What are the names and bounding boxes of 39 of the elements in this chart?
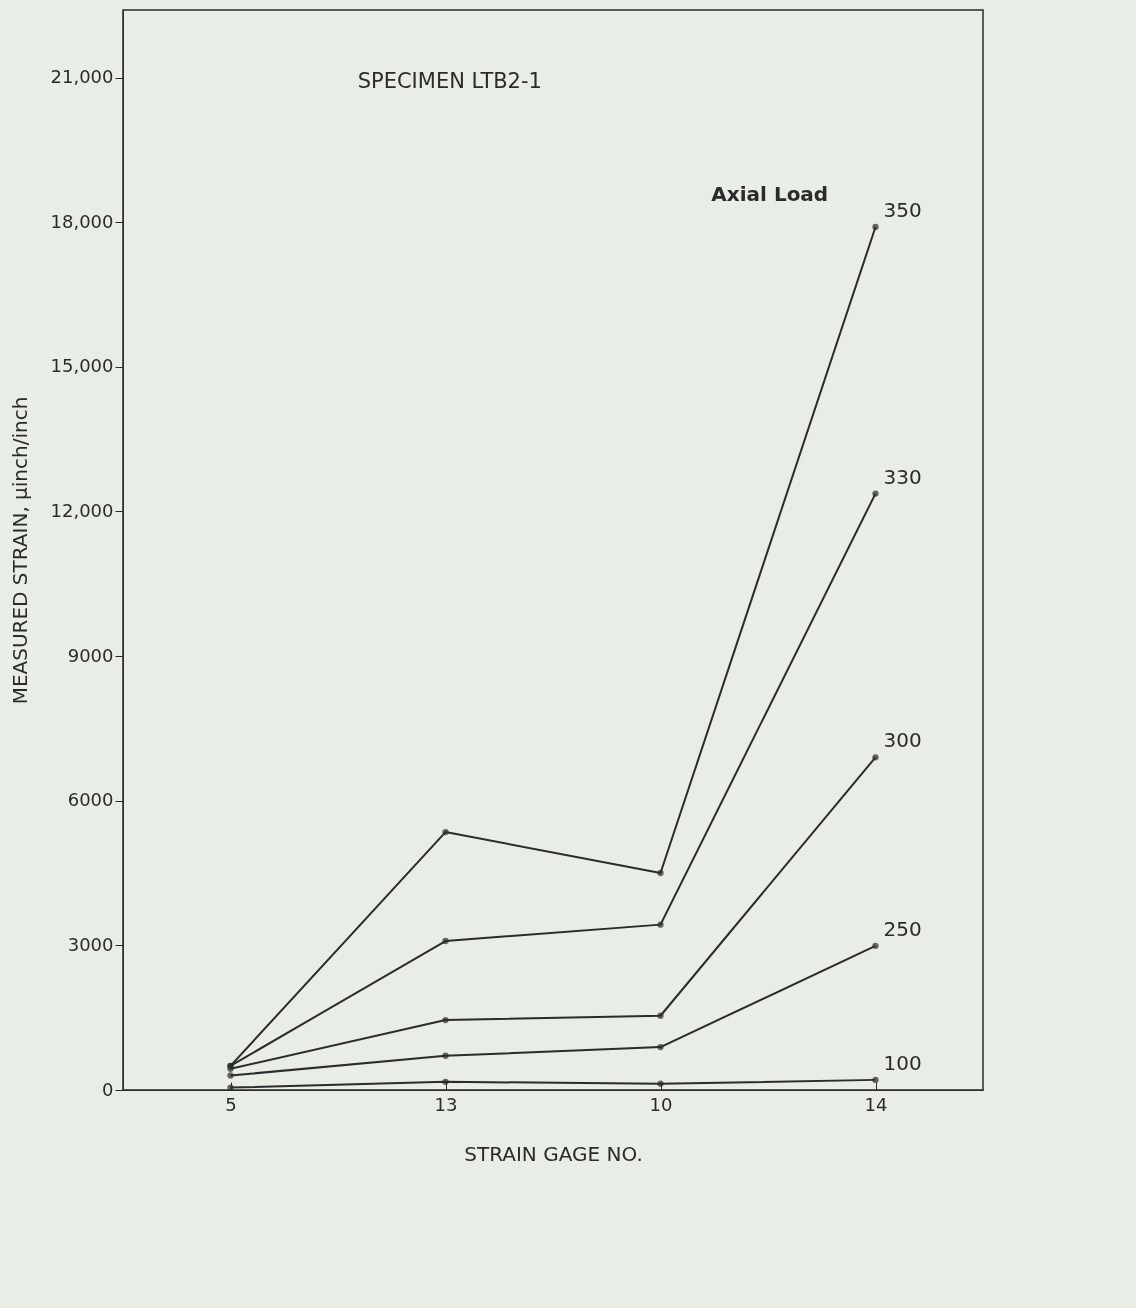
series-label: 330 — [883, 464, 922, 489]
series-label: 250 — [883, 916, 922, 941]
x-tick-label: 5 — [225, 1093, 237, 1115]
point — [227, 1084, 234, 1091]
annotation: Axial Load — [711, 182, 829, 206]
point — [872, 490, 879, 497]
text: SPECIMEN LTB2-1 — [357, 69, 542, 93]
y-tick-label: 21,000 — [50, 66, 114, 87]
series-label: 100 — [883, 1050, 922, 1075]
point — [872, 1076, 879, 1084]
x-tick-label: 13 — [434, 1093, 458, 1115]
point — [442, 1016, 449, 1024]
point — [227, 1072, 234, 1079]
y-tick-label: 6000 — [67, 789, 114, 811]
y-tick-label: 18,000 — [50, 210, 114, 232]
point — [442, 1052, 449, 1059]
y-tick-label: 12,000 — [50, 499, 114, 521]
point — [442, 937, 449, 945]
point — [657, 1043, 664, 1051]
point — [872, 942, 879, 949]
point — [657, 921, 664, 928]
y-tick-label: 0 — [102, 1078, 114, 1100]
point — [657, 869, 664, 877]
x-axis-title: STRAIN GAGE NO. — [464, 1141, 643, 1166]
y-tick-label: 9000 — [67, 644, 114, 666]
point — [657, 1012, 664, 1019]
y-axis-title: MEASURED STRAIN, μinch/inch — [7, 396, 32, 705]
point — [872, 223, 879, 231]
point — [442, 828, 449, 836]
series-label: 300 — [883, 728, 922, 753]
x-tick-label: 10 — [649, 1093, 673, 1115]
point — [872, 754, 879, 761]
point — [657, 1080, 664, 1087]
y-tick-label: 3000 — [67, 933, 114, 955]
series-label: 350 — [883, 197, 922, 222]
x-tick-label: 14 — [864, 1093, 888, 1115]
y-tick-label: 15,000 — [50, 355, 114, 377]
point — [227, 1065, 234, 1072]
point — [442, 1078, 449, 1085]
